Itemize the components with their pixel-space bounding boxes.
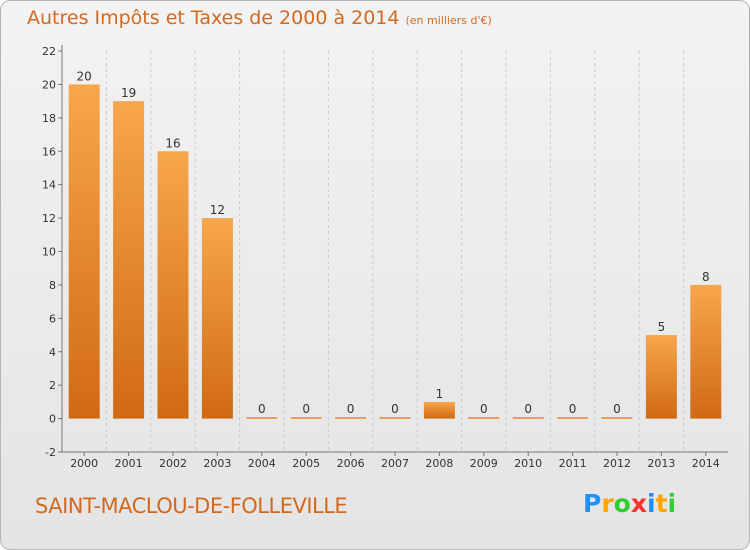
- bar: [157, 151, 189, 419]
- data-label: 20: [77, 69, 92, 83]
- data-label: 0: [613, 402, 621, 416]
- y-tick-label: 20: [42, 78, 56, 91]
- logo-letter: r: [601, 489, 614, 518]
- x-tick-label: 2002: [159, 457, 187, 470]
- y-tick-label: -2: [45, 446, 56, 459]
- bar: [68, 84, 100, 419]
- logo-letter: P: [583, 489, 602, 518]
- bar: [201, 218, 233, 419]
- grid-lines: [105, 51, 685, 452]
- x-tick-label: 2012: [603, 457, 631, 470]
- proxiti-logo: Proxiti: [583, 489, 676, 518]
- y-tick-label: 14: [42, 179, 56, 192]
- logo-letter: x: [630, 489, 647, 518]
- x-tick-label: 2011: [559, 457, 587, 470]
- bar: [290, 417, 322, 419]
- x-tick-label: 2006: [337, 457, 365, 470]
- x-tick-label: 2001: [115, 457, 143, 470]
- y-tick-label: 4: [49, 346, 56, 359]
- x-tick-label: 2003: [203, 457, 231, 470]
- x-tick-label: 2005: [292, 457, 320, 470]
- bar: [379, 417, 411, 419]
- logo-letter: o: [613, 489, 631, 518]
- data-label: 5: [658, 320, 666, 334]
- x-tick-label: 2013: [647, 457, 675, 470]
- chart-unit-label: (en milliers d'€): [405, 14, 492, 27]
- y-tick-label: 0: [49, 413, 56, 426]
- x-tick-label: 2000: [70, 457, 98, 470]
- bar: [113, 101, 145, 419]
- bar: [335, 417, 367, 419]
- x-tick-label: 2004: [248, 457, 276, 470]
- bar: [601, 417, 633, 419]
- logo-letter: i: [647, 489, 656, 518]
- y-tick-label: 8: [49, 279, 56, 292]
- bar: [512, 417, 544, 419]
- y-tick-label: 12: [42, 212, 56, 225]
- data-label: 0: [391, 402, 399, 416]
- data-label: 1: [436, 387, 444, 401]
- bars: [68, 84, 722, 419]
- bar: [645, 335, 677, 419]
- bar: [423, 401, 455, 419]
- data-label: 0: [258, 402, 266, 416]
- y-tick-label: 16: [42, 145, 56, 158]
- bar: [557, 417, 589, 419]
- x-tick-label: 2008: [425, 457, 453, 470]
- y-tick-label: 22: [42, 45, 56, 58]
- place-name: SAINT-MACLOU-DE-FOLLEVILLE: [35, 494, 348, 518]
- bar: [468, 417, 500, 419]
- y-tick-label: 18: [42, 112, 56, 125]
- data-label: 0: [524, 402, 532, 416]
- bar: [690, 284, 722, 419]
- data-label: 0: [480, 402, 488, 416]
- x-tick-label: 2010: [514, 457, 542, 470]
- chart-title-block: Autres Impôts et Taxes de 2000 à 2014 (en…: [27, 7, 492, 29]
- bar: [246, 417, 278, 419]
- x-tick-label: 2009: [470, 457, 498, 470]
- data-label: 19: [121, 86, 136, 100]
- data-label: 16: [165, 136, 180, 150]
- data-label: 12: [210, 203, 225, 217]
- x-tick-label: 2014: [692, 457, 720, 470]
- data-label: 8: [702, 270, 710, 284]
- logo-letter: i: [667, 489, 677, 518]
- y-tick-label: 6: [49, 312, 56, 325]
- data-label: 0: [302, 402, 310, 416]
- logo-letter: t: [655, 489, 668, 518]
- data-label: 0: [347, 402, 355, 416]
- x-tick-label: 2007: [381, 457, 409, 470]
- data-labels: 20 19 16 12 0 0 0 0 1 0 0 0 0 5 8: [77, 69, 710, 416]
- y-tick-label: 10: [42, 246, 56, 259]
- y-tick-label: 2: [49, 379, 56, 392]
- chart-title: Autres Impôts et Taxes de 2000 à 2014: [27, 7, 400, 29]
- data-label: 0: [569, 402, 577, 416]
